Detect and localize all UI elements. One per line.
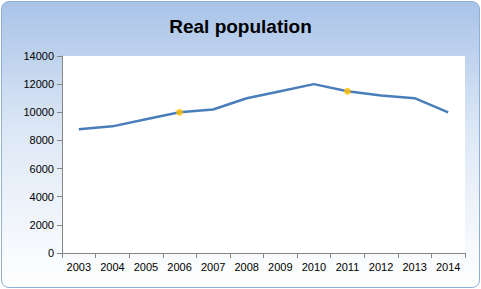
- svg-text:2009: 2009: [268, 261, 292, 273]
- svg-text:Real population: Real population: [169, 16, 312, 37]
- svg-text:2014: 2014: [436, 261, 460, 273]
- svg-text:2010: 2010: [302, 261, 326, 273]
- svg-text:2008: 2008: [234, 261, 258, 273]
- svg-text:2004: 2004: [100, 261, 124, 273]
- svg-text:2007: 2007: [201, 261, 225, 273]
- svg-text:2005: 2005: [134, 261, 158, 273]
- svg-text:2003: 2003: [67, 261, 91, 273]
- svg-text:2006: 2006: [167, 261, 191, 273]
- svg-text:0: 0: [48, 247, 54, 259]
- svg-text:8000: 8000: [30, 134, 54, 146]
- svg-text:10000: 10000: [23, 106, 54, 118]
- svg-text:2011: 2011: [336, 261, 360, 273]
- svg-text:2000: 2000: [30, 219, 54, 231]
- svg-text:14000: 14000: [23, 50, 54, 62]
- svg-text:2013: 2013: [402, 261, 426, 273]
- svg-text:4000: 4000: [30, 191, 54, 203]
- svg-text:6000: 6000: [30, 163, 54, 175]
- svg-text:2012: 2012: [369, 261, 393, 273]
- svg-text:12000: 12000: [23, 78, 54, 90]
